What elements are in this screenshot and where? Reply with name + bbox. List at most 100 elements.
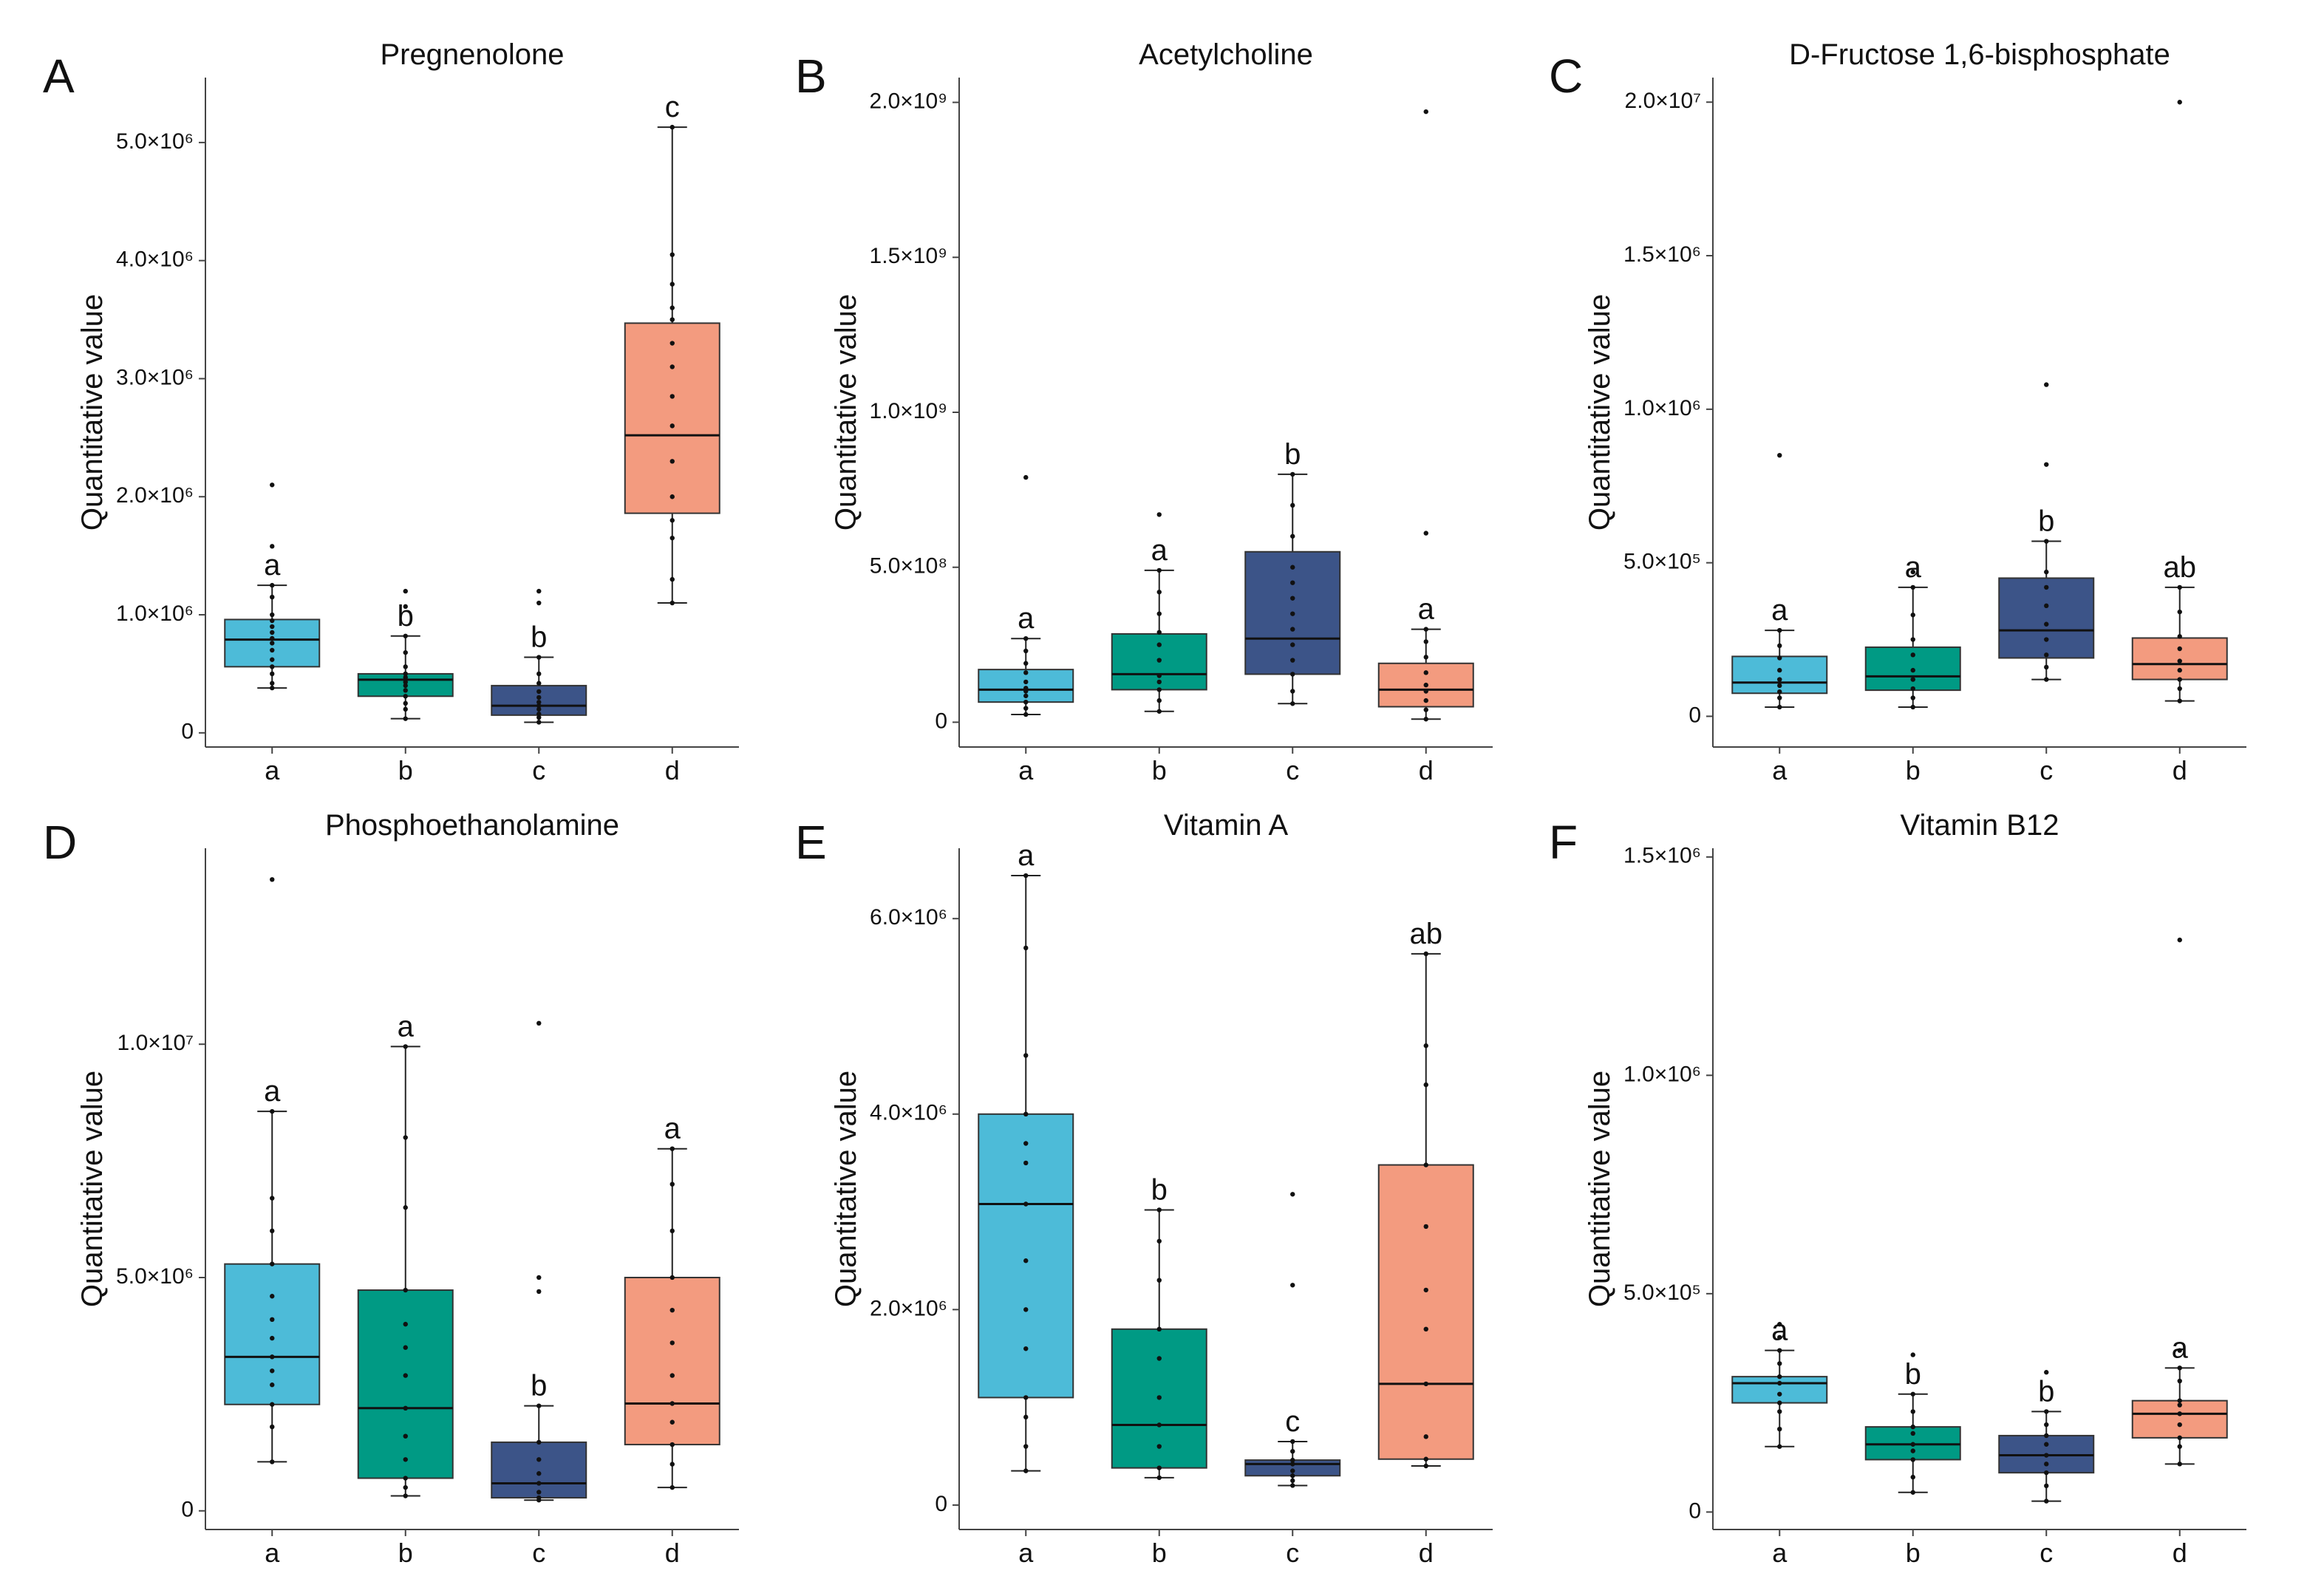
data-point xyxy=(669,317,675,322)
data-point xyxy=(270,1424,275,1430)
data-point xyxy=(1290,611,1295,616)
data-point xyxy=(1023,706,1029,711)
box-group-a: a xyxy=(1731,1314,1828,1449)
data-point xyxy=(2044,382,2049,387)
y-tick-label: 5.0×10⁶ xyxy=(116,129,194,154)
data-point xyxy=(1156,658,1162,663)
data-point xyxy=(1023,1444,1029,1449)
panel-title: Phosphoethanolamine xyxy=(325,809,619,842)
data-point xyxy=(403,588,408,594)
significance-letter: a xyxy=(1771,1314,1788,1347)
data-point xyxy=(536,1490,542,1495)
data-point xyxy=(2044,637,2049,642)
y-axis-label: Quantitative value xyxy=(1584,294,1616,531)
data-point xyxy=(270,1196,275,1201)
data-point xyxy=(1023,699,1029,705)
y-tick-label: 1.5×10⁶ xyxy=(1623,242,1701,267)
data-point xyxy=(669,535,675,541)
data-point xyxy=(536,1275,542,1280)
y-axis-label: Quantitative value xyxy=(76,1071,109,1307)
data-point xyxy=(270,582,275,588)
data-point xyxy=(1423,1287,1428,1293)
x-tick-label: a xyxy=(1772,1538,1788,1568)
significance-letter: b xyxy=(1151,1173,1168,1206)
significance-letter: a xyxy=(1018,602,1035,635)
box-iqr xyxy=(1998,577,2095,659)
box-group-d: c xyxy=(624,91,720,606)
data-point xyxy=(2177,584,2182,590)
data-point xyxy=(536,706,542,712)
data-point xyxy=(1777,695,1782,700)
box-group-a: a xyxy=(978,474,1074,717)
x-tick-label: b xyxy=(1152,755,1167,785)
data-point xyxy=(270,1459,275,1464)
data-point xyxy=(1023,1258,1029,1264)
data-point xyxy=(270,1228,275,1234)
significance-letter: a xyxy=(264,1075,281,1108)
data-point xyxy=(2044,1498,2049,1504)
data-point xyxy=(2177,1462,2182,1467)
significance-letter: b xyxy=(2038,1375,2054,1408)
data-point xyxy=(669,394,675,399)
data-point xyxy=(1156,590,1162,595)
data-point xyxy=(270,685,275,691)
data-point xyxy=(270,482,275,488)
data-point xyxy=(270,877,275,882)
data-point xyxy=(270,1335,275,1341)
data-point xyxy=(2177,1365,2182,1371)
y-tick-label: 4.0×10⁶ xyxy=(870,1101,947,1125)
data-point xyxy=(1777,677,1782,682)
y-tick-label: 6.0×10⁶ xyxy=(870,905,947,930)
data-point xyxy=(1023,670,1029,675)
box-iqr xyxy=(624,322,720,514)
data-point xyxy=(1423,627,1428,632)
data-point xyxy=(1023,1307,1029,1312)
data-point xyxy=(1156,1207,1162,1213)
significance-letter: a xyxy=(1771,594,1788,627)
x-tick-label: c xyxy=(1286,755,1299,785)
data-point xyxy=(1156,1326,1162,1332)
x-tick-label: a xyxy=(265,1538,280,1568)
box-iqr xyxy=(1731,1376,1828,1404)
data-point xyxy=(1423,1162,1428,1167)
data-point xyxy=(403,1433,408,1439)
data-point xyxy=(536,1289,542,1295)
data-point xyxy=(403,683,408,689)
data-point xyxy=(270,635,275,641)
data-point xyxy=(1423,655,1428,660)
data-point xyxy=(536,1020,542,1026)
data-point xyxy=(2044,462,2049,467)
data-point xyxy=(1290,502,1295,508)
data-point xyxy=(1910,1474,1915,1480)
data-point xyxy=(1777,1444,1782,1449)
significance-letter: ab xyxy=(2164,551,2197,584)
significance-letter: a xyxy=(1151,534,1168,567)
data-point xyxy=(1777,1380,1782,1386)
data-point xyxy=(403,1135,408,1140)
data-point xyxy=(1423,1463,1428,1469)
data-point xyxy=(536,681,542,686)
data-point xyxy=(2177,634,2182,639)
data-point xyxy=(403,1345,408,1350)
data-point xyxy=(1290,565,1295,570)
data-point xyxy=(1910,1490,1915,1495)
y-tick-label: 5.0×10⁶ xyxy=(116,1264,194,1289)
data-point xyxy=(1910,1448,1915,1453)
box-group-a: a xyxy=(978,839,1074,1473)
data-point xyxy=(1910,1457,1915,1462)
data-point xyxy=(2044,664,2049,670)
data-point xyxy=(1910,569,1915,575)
data-point xyxy=(669,423,675,429)
data-point xyxy=(1290,596,1295,601)
data-point xyxy=(669,1228,675,1234)
data-point xyxy=(1023,1395,1029,1400)
panel-letter: A xyxy=(43,50,75,103)
data-point xyxy=(1777,643,1782,649)
data-point xyxy=(403,1457,408,1462)
data-point xyxy=(669,305,675,310)
data-point xyxy=(1910,677,1915,682)
box-iqr xyxy=(624,1276,720,1446)
data-point xyxy=(536,703,542,709)
data-point xyxy=(403,671,408,677)
data-point xyxy=(2044,1370,2049,1375)
